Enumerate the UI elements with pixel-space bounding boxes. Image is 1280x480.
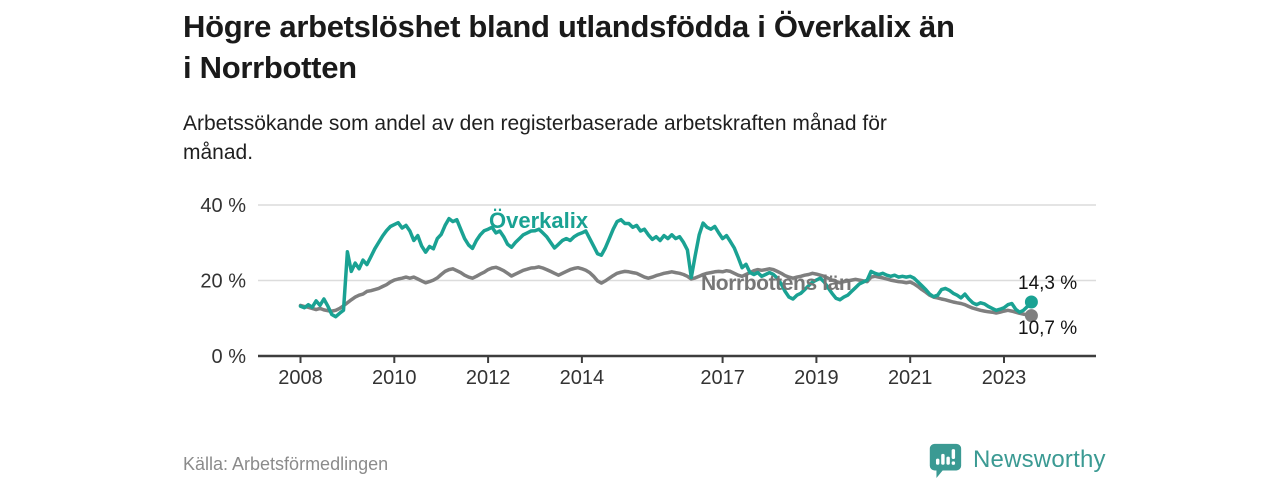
newsworthy-bubble-chart-icon — [929, 443, 962, 479]
chart-title: Högre arbetslöshet bland utlandsfödda i … — [183, 6, 1143, 88]
y-tick-label: 40 % — [200, 195, 246, 217]
series-line--verkalix — [298, 216, 1034, 319]
y-tick-label: 0 % — [212, 346, 247, 368]
series-label-norrbottens-lan: Norrbottens län — [701, 272, 852, 295]
x-tick-label: 2019 — [794, 367, 839, 389]
source-text: Källa: Arbetsförmedlingen — [183, 454, 389, 474]
newsworthy-logo: Newsworthy — [926, 441, 1106, 479]
chart-subtitle: Arbetssökande som andel av den registerb… — [183, 109, 1003, 167]
series-line-norrbottens-l-n — [298, 265, 1034, 318]
newsworthy-wordmark: Newsworthy — [973, 446, 1106, 473]
series-end-dot--verkalix — [1024, 295, 1038, 309]
end-value-overkalix: 14,3 % — [1018, 273, 1078, 294]
chart-title-line2: i Norrbotten — [183, 50, 357, 85]
x-tick-label: 2017 — [700, 367, 745, 389]
x-tick-label: 2023 — [982, 367, 1027, 389]
end-value-norrbottens-lan: 10,7 % — [1018, 318, 1078, 339]
x-tick-label: 2012 — [466, 367, 511, 389]
chart-subtitle-line2: månad. — [183, 141, 254, 164]
x-tick-label: 2021 — [888, 367, 933, 389]
series-end-dot-norrbottens-l-n — [1024, 309, 1038, 323]
chart-subtitle-line1: Arbetssökande som andel av den registerb… — [183, 112, 887, 135]
x-tick-label: 2010 — [372, 367, 417, 389]
x-tick-label: 2008 — [278, 367, 323, 389]
chart-title-line1: Högre arbetslöshet bland utlandsfödda i … — [183, 9, 955, 44]
y-tick-label: 20 % — [200, 271, 246, 293]
series-label-overkalix: Överkalix — [489, 208, 589, 233]
x-tick-label: 2014 — [560, 367, 605, 389]
